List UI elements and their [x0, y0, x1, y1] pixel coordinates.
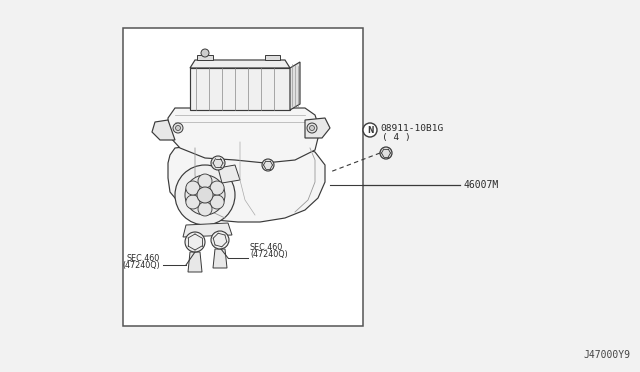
- Text: (47240Q): (47240Q): [250, 250, 288, 259]
- Circle shape: [198, 202, 212, 216]
- Polygon shape: [265, 55, 280, 60]
- Polygon shape: [197, 55, 213, 60]
- Polygon shape: [190, 68, 290, 110]
- Circle shape: [210, 181, 224, 195]
- Polygon shape: [152, 120, 175, 140]
- Polygon shape: [183, 223, 232, 237]
- Circle shape: [197, 187, 213, 203]
- Circle shape: [310, 125, 314, 131]
- Text: J47000Y9: J47000Y9: [583, 350, 630, 360]
- Circle shape: [211, 231, 229, 249]
- Circle shape: [307, 123, 317, 133]
- Polygon shape: [218, 165, 240, 183]
- Circle shape: [363, 123, 377, 137]
- Text: ( 4 ): ( 4 ): [382, 132, 411, 141]
- Text: SEC.460: SEC.460: [250, 243, 284, 252]
- Text: SEC.460: SEC.460: [127, 254, 160, 263]
- Circle shape: [185, 232, 205, 252]
- Circle shape: [380, 147, 392, 159]
- Circle shape: [262, 159, 274, 171]
- Circle shape: [210, 195, 224, 209]
- Circle shape: [175, 125, 180, 131]
- Circle shape: [211, 156, 225, 170]
- Polygon shape: [305, 118, 330, 138]
- Polygon shape: [290, 62, 300, 110]
- Circle shape: [201, 49, 209, 57]
- Polygon shape: [190, 60, 290, 68]
- Text: 46007M: 46007M: [463, 180, 499, 190]
- Circle shape: [186, 195, 200, 209]
- Circle shape: [175, 165, 235, 225]
- Text: 08911-10B1G: 08911-10B1G: [380, 124, 444, 132]
- Circle shape: [198, 174, 212, 188]
- Circle shape: [185, 175, 225, 215]
- Polygon shape: [213, 249, 227, 268]
- Polygon shape: [188, 252, 202, 272]
- Circle shape: [173, 123, 183, 133]
- Polygon shape: [168, 142, 325, 222]
- Polygon shape: [168, 108, 320, 163]
- Bar: [123, 28, 363, 326]
- Text: (47240Q): (47240Q): [122, 261, 160, 270]
- Circle shape: [186, 181, 200, 195]
- Text: N: N: [367, 125, 373, 135]
